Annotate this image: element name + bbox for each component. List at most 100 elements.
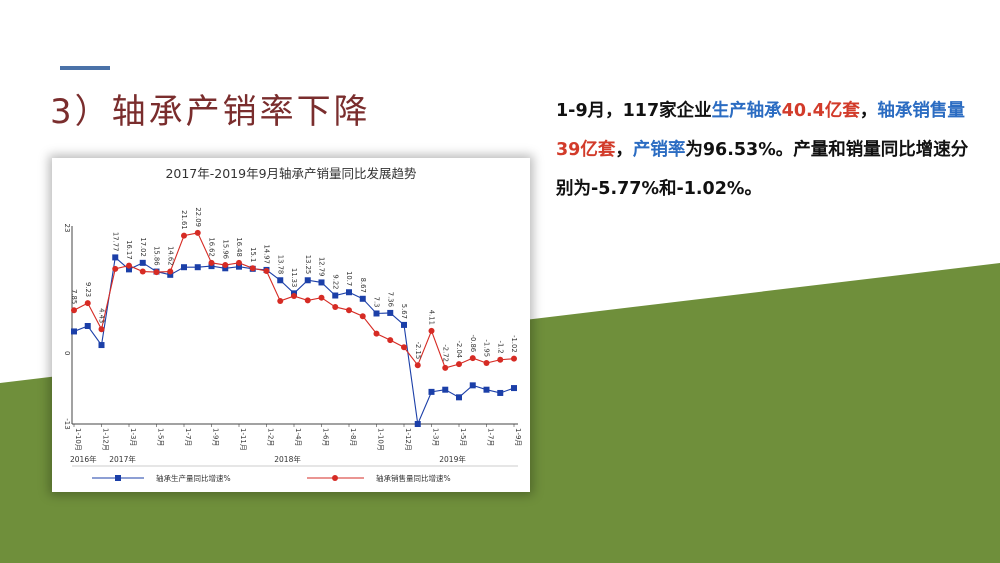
data-label: 9.23: [84, 282, 92, 297]
data-label: 13.78: [276, 255, 284, 274]
data-label: 13.25: [304, 255, 312, 274]
x-tick-label: 1-8月: [349, 428, 357, 446]
chart-legend: 轴承生产量同比增速% 轴承销售量同比增速%: [92, 473, 451, 483]
production-value: 40.4亿套: [781, 101, 860, 121]
summary-part-rest: 为96.53%。产量和销量同比增速分别为-5.77%和-1.02%。: [556, 140, 969, 199]
data-label: 16.17: [125, 240, 133, 259]
production-point: [277, 277, 284, 284]
x-tick-label: 1-5月: [459, 428, 467, 446]
x-tick-label: 1-3月: [432, 428, 440, 446]
production-point: [401, 321, 407, 328]
title-accent-bar: [60, 66, 110, 70]
sales-point: [511, 355, 517, 362]
sales-point: [469, 355, 476, 362]
data-label: 7.36: [386, 292, 394, 307]
summary-comma-2: ，: [615, 140, 633, 160]
legend-sales-label: 轴承销售量同比增速%: [376, 473, 451, 483]
data-label: -1.02: [510, 335, 518, 353]
production-point: [208, 263, 215, 270]
sales-point: [112, 265, 119, 272]
data-label: 7.85: [70, 289, 78, 304]
production-point: [84, 323, 91, 329]
x-tick-label: 1-9月: [514, 428, 522, 446]
sales-point: [71, 307, 77, 314]
production-point: [359, 295, 366, 302]
data-label: -1.2: [496, 340, 504, 353]
production-point: [194, 264, 201, 271]
sales-point: [194, 229, 201, 236]
production-point: [469, 382, 476, 389]
production-point: [456, 394, 462, 401]
data-label: -2.04: [455, 341, 463, 359]
production-point: [387, 309, 394, 316]
sales-point: [236, 259, 242, 266]
year-label: 2018年: [274, 454, 301, 464]
data-label: 16.48: [235, 237, 243, 256]
production-point: [332, 292, 339, 299]
production-point: [318, 279, 325, 286]
chart-title: 2017年-2019年9月轴承产销量同比发展趋势: [165, 166, 417, 181]
slide-title: 3）轴承产销率下降: [50, 92, 371, 132]
data-label: 17.02: [139, 237, 147, 256]
data-label: -0.86: [469, 335, 477, 353]
sales-point: [153, 269, 160, 276]
production-point: [304, 277, 311, 284]
data-label: 4.11: [428, 310, 436, 325]
data-label: 15.96: [221, 240, 229, 259]
sales-point: [387, 337, 394, 344]
sales-point: [277, 297, 284, 304]
x-tick-label: 1-7月: [184, 428, 192, 446]
data-label: 21.61: [180, 210, 188, 229]
legend-sales-marker: [332, 475, 338, 481]
y-tick-label: -13: [63, 418, 71, 429]
production-point: [181, 264, 187, 271]
summary-text: 1-9月，117家企业生产轴承40.4亿套，轴承销售量39亿套，产销率为96.5…: [556, 92, 976, 209]
sales-point: [442, 364, 449, 371]
x-tick-label: 1-3月: [129, 428, 137, 446]
legend-production-marker: [115, 475, 121, 481]
sales-point: [428, 327, 435, 334]
sales-point: [414, 362, 421, 369]
production-point: [414, 421, 421, 427]
sales-point: [332, 303, 339, 310]
year-label: 2019年: [439, 454, 466, 464]
y-tick-label: 23: [63, 224, 71, 233]
x-tick-label: 1-5月: [157, 428, 165, 446]
legend-production-label: 轴承生产量同比增速%: [156, 473, 231, 483]
sales-point: [208, 259, 215, 266]
sales-point: [373, 330, 380, 337]
sales-point: [181, 232, 187, 239]
x-tick-label: 1-4月: [294, 428, 302, 446]
x-tick-label: 1-10月: [74, 428, 82, 451]
x-tick-label: 1-12月: [102, 428, 110, 451]
sales-point: [456, 361, 462, 368]
data-label: 15.86: [153, 246, 161, 265]
data-label: -2.15: [414, 342, 422, 360]
sales-point: [98, 326, 105, 333]
chart-frame: [71, 226, 518, 467]
production-point: [139, 259, 146, 266]
production-point: [98, 342, 105, 349]
data-label: 17.77: [111, 232, 119, 251]
sales-point: [346, 307, 352, 314]
sales-point: [401, 344, 407, 351]
sales-point: [222, 262, 229, 269]
production-point: [428, 388, 435, 395]
chart-markers: [71, 229, 517, 427]
production-point: [483, 386, 490, 393]
sales-point: [497, 356, 504, 363]
x-tick-label: 1-7月: [487, 428, 495, 446]
data-label: 14.62: [166, 246, 174, 265]
y-tick-label: 0: [63, 351, 71, 355]
data-label: -1.95: [483, 339, 491, 357]
ratio-label: 产销率: [632, 140, 686, 160]
sales-point: [139, 268, 146, 275]
production-point: [112, 254, 119, 261]
sales-point: [167, 268, 174, 275]
production-label: 生产轴承: [711, 101, 782, 121]
sales-point: [249, 265, 256, 272]
data-label: 16.62: [208, 237, 216, 256]
data-label: 22.09: [194, 207, 202, 226]
production-point: [167, 271, 174, 278]
data-label: 5.67: [400, 304, 408, 319]
